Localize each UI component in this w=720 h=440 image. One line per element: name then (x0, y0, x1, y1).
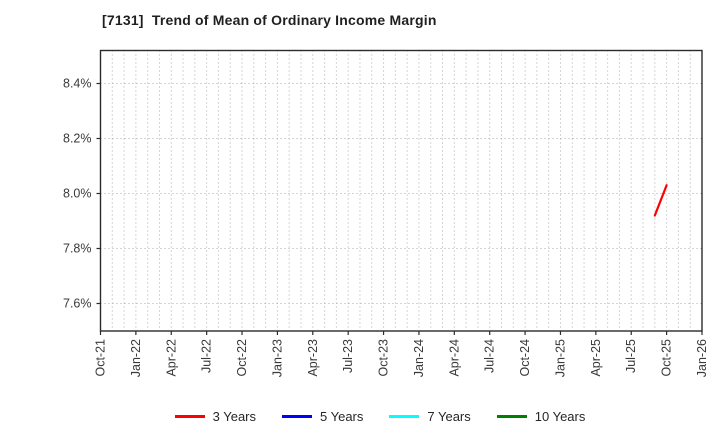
x-tick-label: Jan-24 (412, 339, 426, 377)
legend-label: 5 Years (320, 408, 364, 424)
legend-label: 7 Years (427, 408, 471, 424)
x-tick-label: Jan-25 (553, 339, 567, 377)
legend-swatch (389, 414, 420, 418)
x-tick-label: Apr-24 (447, 339, 461, 377)
y-tick-label: 8.2% (63, 132, 92, 146)
x-tick-label: Jul-25 (624, 339, 638, 373)
legend-item-5-years: 5 Years (282, 409, 363, 424)
x-tick-label: Oct-24 (518, 339, 532, 377)
x-tick-label: Apr-23 (306, 339, 320, 377)
x-tick-label: Apr-22 (164, 339, 178, 377)
legend-swatch (174, 414, 205, 418)
legend-swatch (496, 414, 527, 418)
x-tick-label: Oct-21 (94, 339, 108, 377)
x-tick-label: Jul-22 (200, 339, 214, 373)
x-tick-label: Oct-23 (377, 339, 391, 377)
legend-item-10-years: 10 Years (496, 408, 586, 424)
series-line-3-years (653, 184, 668, 217)
chart-title: [7131] Trend of Mean of Ordinary Income … (102, 12, 437, 28)
x-tick-label: Jul-23 (341, 339, 355, 373)
y-tick-label: 8.4% (63, 77, 92, 91)
legend-item-3-years: 3 Years (174, 408, 256, 424)
x-tick-label: Jan-23 (270, 339, 284, 377)
x-tick-label: Oct-25 (660, 339, 674, 377)
legend-label: 3 Years (212, 408, 256, 424)
x-tick-label: Apr-25 (589, 339, 603, 377)
x-tick-label: Jan-26 (695, 339, 709, 377)
y-tick-label: 7.6% (63, 297, 92, 311)
legend-label: 10 Years (534, 408, 586, 424)
x-tick-label: Oct-22 (235, 339, 249, 377)
x-tick-label: Jan-22 (129, 339, 143, 377)
legend-item-7-years: 7 Years (389, 408, 471, 424)
legend-swatch (282, 414, 312, 418)
y-tick-label: 8.0% (63, 187, 92, 201)
plot-border (99, 49, 703, 332)
y-tick-label: 7.8% (63, 242, 92, 256)
legend: 3 Years 5 Years 7 Years 10 Years (20, 404, 720, 428)
x-tick-label: Jul-24 (483, 339, 497, 373)
